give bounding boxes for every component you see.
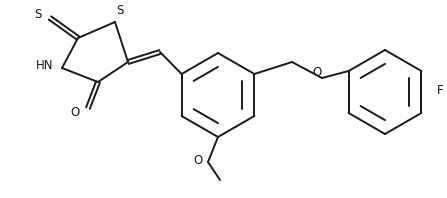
Text: F: F	[437, 84, 443, 96]
Text: S: S	[116, 4, 124, 16]
Text: HN: HN	[36, 58, 54, 71]
Text: O: O	[194, 153, 202, 167]
Text: O: O	[70, 106, 80, 118]
Text: S: S	[34, 8, 42, 21]
Text: O: O	[312, 66, 322, 78]
